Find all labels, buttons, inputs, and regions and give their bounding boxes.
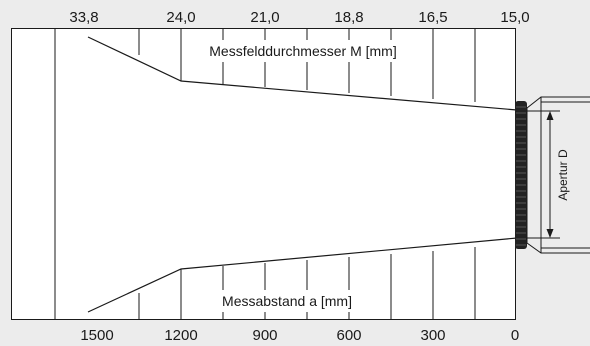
bottom-caption-backdrop: [214, 290, 360, 312]
bottom-tick-label: 0: [511, 327, 519, 344]
beam-lower-edge: [87, 237, 518, 313]
bottom-scale-labels: 1500 1200 900 600 300 0: [80, 327, 519, 344]
bottom-tick-label: 600: [336, 327, 361, 344]
top-caption-backdrop: [196, 40, 410, 62]
aperture-label: Apertur D: [556, 149, 570, 201]
top-tick-label: 18,8: [334, 9, 363, 26]
top-tick-label: 15,0: [500, 9, 529, 26]
arrow-up-icon: [546, 111, 554, 120]
housing-outline: [526, 96, 590, 254]
measuring-distance-caption: Messabstand a [mm]: [222, 293, 352, 309]
bottom-tick-label: 1200: [164, 327, 197, 344]
diagram-frame: [11, 28, 516, 320]
measuring-field-caption: Messfelddurchmesser M [mm]: [209, 43, 396, 59]
bottom-tick-label: 900: [252, 327, 277, 344]
lens-ring: [515, 101, 527, 249]
arrow-down-icon: [546, 229, 554, 238]
sensor-head: [515, 96, 590, 254]
top-tick-label: 33,8: [69, 9, 98, 26]
bottom-tick-label: 300: [420, 327, 445, 344]
top-tick-label: 24,0: [166, 9, 195, 26]
top-scale-labels: 33,8 24,0 21,0 18,8 16,5 15,0: [69, 9, 529, 26]
beam-upper-edge: [87, 36, 518, 111]
aperture-dimension: Apertur D: [546, 111, 573, 238]
top-tick-label: 21,0: [250, 9, 279, 26]
bottom-tick-label: 1500: [80, 327, 113, 344]
top-tick-label: 16,5: [418, 9, 447, 26]
